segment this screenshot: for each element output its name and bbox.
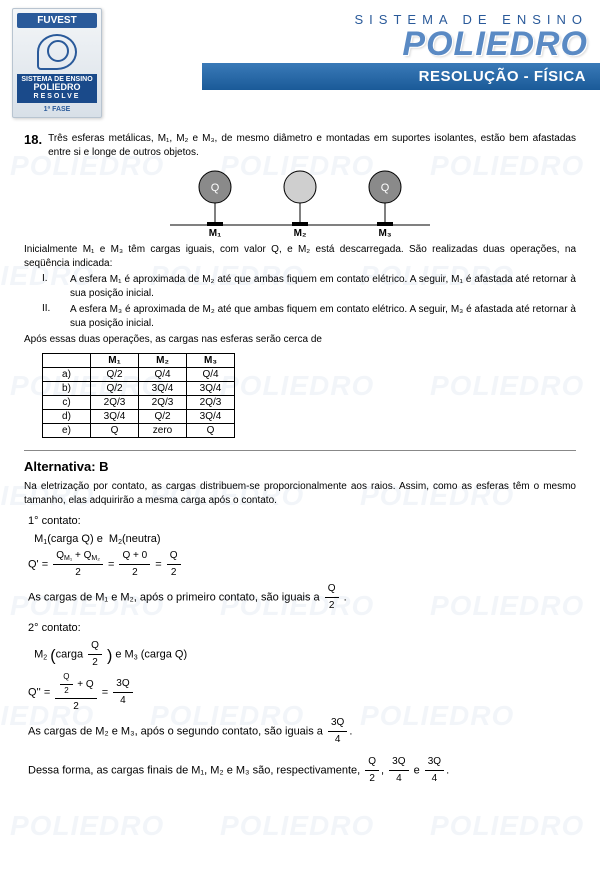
final-line: Dessa forma, as cargas finais de M₁, M₂ … <box>28 754 576 787</box>
table-row: e)QzeroQ <box>43 424 235 438</box>
options-table: M₁ M₂ M₃ a)Q/2Q/4Q/4 b)Q/23Q/43Q/4 c)2Q/… <box>42 353 235 438</box>
question-intro2: Inicialmente M₁ e M₃ têm cargas iguais, … <box>24 243 576 270</box>
page-header: FUVEST SISTEMA DE ENSINO POLIEDRO RESOLV… <box>0 0 600 118</box>
exam-badge: FUVEST SISTEMA DE ENSINO POLIEDRO RESOLV… <box>12 8 102 118</box>
badge-icon <box>37 34 77 70</box>
brand-title: POLIEDRO <box>112 27 588 61</box>
question-text: Três esferas metálicas, M₁, M₂ e M₃, de … <box>24 132 576 159</box>
answer-explain: Na eletrização por contato, as cargas di… <box>24 480 576 507</box>
question-number: 18. <box>24 132 42 147</box>
section-bar: RESOLUÇÃO - FÍSICA <box>202 63 600 90</box>
svg-text:Q: Q <box>381 182 390 194</box>
separator <box>24 450 576 451</box>
question-after: Após essas duas operações, as cargas nas… <box>24 334 576 345</box>
answer-label: Alternativa: B <box>24 459 576 474</box>
operation-2: II. A esfera M₃ é aproximada de M₂ até q… <box>42 303 576 330</box>
brand: SISTEMA DE ENSINO POLIEDRO RESOLUÇÃO - F… <box>112 8 588 90</box>
table-row: a)Q/2Q/4Q/4 <box>43 368 235 382</box>
operation-1: I. A esfera M₁ é aproximada de M₂ até qu… <box>42 273 576 300</box>
svg-text:M₁: M₁ <box>209 228 221 237</box>
badge-mid: SISTEMA DE ENSINO POLIEDRO RESOLVE <box>17 74 97 103</box>
table-row: c)2Q/32Q/32Q/3 <box>43 396 235 410</box>
content: 18. Três esferas metálicas, M₁, M₂ e M₃,… <box>0 118 600 803</box>
answer-block: Alternativa: B Na eletrização por contat… <box>24 459 576 787</box>
spheres-diagram: Q M₁ M₂ Q M₃ <box>24 167 576 237</box>
svg-text:Q: Q <box>211 182 220 194</box>
contact-1: 1° contato: M1(carga Q) e M2(neutra) Q' … <box>28 513 576 614</box>
table-row: b)Q/23Q/43Q/4 <box>43 382 235 396</box>
table-header-row: M₁ M₂ M₃ <box>43 354 235 368</box>
svg-text:M₃: M₃ <box>379 228 392 237</box>
table-row: d)3Q/4Q/23Q/4 <box>43 410 235 424</box>
badge-bottom: 1ª FASE <box>44 106 71 113</box>
contact-2: 2° contato: M2 (carga Q2 ) e M3 (carga Q… <box>28 620 576 747</box>
svg-text:M₂: M₂ <box>294 228 307 237</box>
badge-top: FUVEST <box>17 13 97 28</box>
question-block: 18. Três esferas metálicas, M₁, M₂ e M₃,… <box>24 132 576 438</box>
